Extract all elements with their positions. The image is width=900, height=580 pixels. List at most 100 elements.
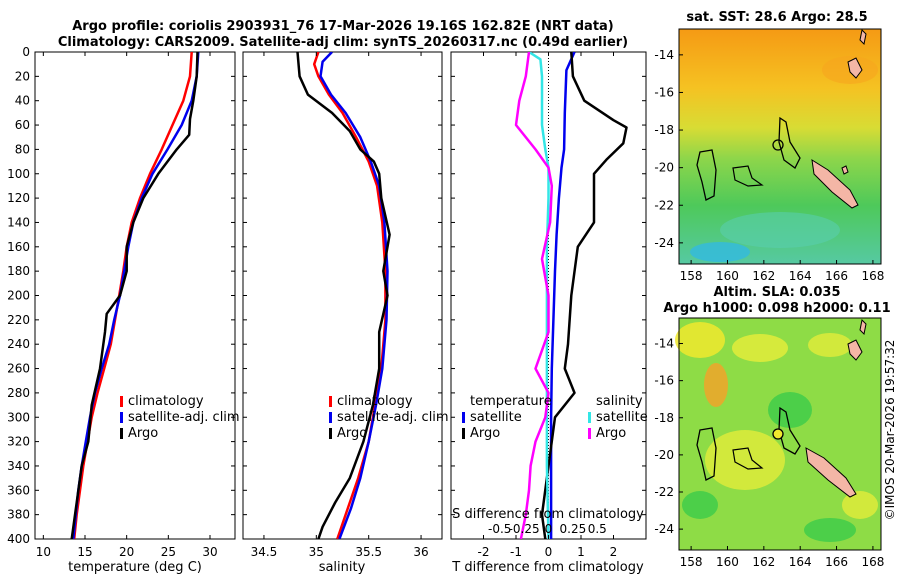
depth-tick-label: 20 bbox=[15, 69, 30, 83]
title-line-2: Climatology: CARS2009. Satellite-adj cli… bbox=[58, 35, 628, 50]
depth-axis: 0 20 40 60 80 100 120 140 160 180 200 220 240 260 280 3… bbox=[7, 45, 646, 546]
reef-outline-bellona bbox=[732, 165, 764, 187]
s-diff-tick-label: 0.25 bbox=[560, 522, 587, 536]
series-line-s-satellite bbox=[528, 52, 550, 539]
x-tick-label: 34.5 bbox=[251, 545, 278, 559]
legend-swatch-s-argo bbox=[588, 428, 591, 439]
map-y-tick-label: -18 bbox=[654, 411, 674, 425]
x-tick-label: -2 bbox=[478, 545, 490, 559]
sla-map-ticks: -14 -16 -18 -20 -22 -24 158 160 162 164 166 168 bbox=[654, 337, 884, 569]
x-tick-label: -1 bbox=[510, 545, 522, 559]
sst-map-title: sat. SST: 28.6 Argo: 28.5 bbox=[686, 10, 867, 25]
series-line-climatology bbox=[312, 52, 387, 539]
sla-map bbox=[675, 317, 882, 551]
series-line-t-satellite bbox=[549, 52, 576, 539]
legend-swatch-climatology bbox=[120, 396, 123, 407]
x-tick-label: 15 bbox=[77, 545, 92, 559]
legend-swatch-satellite bbox=[329, 412, 332, 423]
depth-tick-label: 400 bbox=[7, 532, 30, 546]
legend-label-t-argo: Argo bbox=[470, 426, 500, 441]
series-line-t-argo bbox=[540, 52, 628, 539]
sla-high-patch-5 bbox=[842, 491, 878, 519]
x-tick-label: 36 bbox=[413, 545, 428, 559]
land-vanuatu bbox=[847, 57, 863, 79]
depth-tick-label: 360 bbox=[7, 483, 30, 497]
map-y-tick-label: -14 bbox=[654, 48, 674, 62]
series-line-satellite-adj-clim bbox=[319, 52, 389, 539]
map-y-tick-label: -20 bbox=[654, 161, 674, 175]
temperature-axes-frame bbox=[34, 51, 236, 540]
title-line-1: Argo profile: coriolis 2903931_76 17-Mar… bbox=[72, 19, 614, 34]
depth-tick-label: 120 bbox=[7, 191, 30, 205]
s-diff-tick-label: 0.5 bbox=[588, 522, 607, 536]
sla-low-patch bbox=[768, 392, 812, 428]
sst-map bbox=[678, 28, 882, 265]
depth-tick-label: 320 bbox=[7, 435, 30, 449]
sla-map-title-2: Argo h1000: 0.098 h2000: 0.11 bbox=[663, 301, 890, 316]
tick-layer: 10 15 20 25 30 34.5 35 35.5 36 -2 -1 0 1 2-0.5-0.25 0 0… bbox=[36, 52, 618, 559]
depth-tick-label: 220 bbox=[7, 313, 30, 327]
s-diff-tick-label: -0.5 bbox=[488, 522, 511, 536]
map-y-tick-label: -18 bbox=[654, 123, 674, 137]
legend-label-satellite: satellite-adj. clim bbox=[337, 410, 449, 425]
map-y-tick-label: -20 bbox=[654, 448, 674, 462]
map-x-tick-label: 160 bbox=[716, 269, 739, 283]
reef-outline-north bbox=[778, 116, 801, 169]
legend-swatch-satellite bbox=[120, 412, 123, 423]
x-tick-label: 20 bbox=[119, 545, 134, 559]
sla-low-patch-2 bbox=[682, 491, 718, 519]
map-x-tick-label: 168 bbox=[861, 269, 884, 283]
map-y-tick-label: -22 bbox=[654, 485, 674, 499]
depth-tick-label: 200 bbox=[7, 289, 30, 303]
x-tick-label: 30 bbox=[202, 545, 217, 559]
x-tick-label: 35.5 bbox=[355, 545, 382, 559]
depth-tick-label: 340 bbox=[7, 459, 30, 473]
sst-map-ticks: -14 -16 -18 -20 -22 -24 158 160 162 164 166 168 bbox=[654, 48, 884, 283]
legend-swatch-t-satellite bbox=[462, 412, 465, 423]
map-y-tick-label: -24 bbox=[654, 522, 674, 536]
sla-high-patch-4 bbox=[705, 430, 785, 490]
depth-tick-label: 60 bbox=[15, 118, 30, 132]
sst-cold-patch bbox=[690, 242, 750, 262]
depth-tick-label: 280 bbox=[7, 386, 30, 400]
sla-high-patch bbox=[675, 322, 725, 358]
legend-swatch-argo bbox=[329, 428, 332, 439]
salinity-plot bbox=[296, 52, 391, 539]
x-tick-label: 35 bbox=[309, 545, 324, 559]
argo-position-marker bbox=[772, 139, 784, 151]
depth-tick-label: 0 bbox=[22, 45, 30, 59]
legend-label-s-argo: Argo bbox=[596, 426, 626, 441]
depth-tick-label: 300 bbox=[7, 410, 30, 424]
x-tick-label: 2 bbox=[610, 545, 618, 559]
series-line-argo bbox=[70, 52, 199, 539]
legend-title-temperature: temperature bbox=[470, 394, 552, 409]
temperature-legend: climatology satellite-adj. clim Argo bbox=[120, 394, 240, 441]
s-diff-tick-label: -0.25 bbox=[509, 522, 540, 536]
sla-map-title-1: Altim. SLA: 0.035 bbox=[714, 285, 841, 300]
map-y-tick-label: -16 bbox=[654, 374, 674, 388]
reef-outline-chesterfield bbox=[696, 149, 717, 201]
sla-high-patch-2 bbox=[732, 334, 788, 362]
legend-title-salinity: salinity bbox=[596, 394, 643, 409]
salinity-xlabel: salinity bbox=[319, 560, 366, 575]
legend-swatch-s-satellite bbox=[588, 412, 591, 423]
legend-label-s-satellite: satellite bbox=[596, 410, 648, 425]
sla-peak-patch bbox=[704, 363, 728, 407]
land-new-caledonia bbox=[805, 447, 857, 498]
legend-label-climatology: climatology bbox=[337, 394, 413, 409]
map-x-tick-label: 160 bbox=[716, 555, 739, 569]
land-islet bbox=[859, 318, 867, 336]
s-diff-tick-label: 0 bbox=[545, 522, 553, 536]
difference-xlabel: T difference from climatology bbox=[451, 560, 644, 575]
salinity-legend: climatology satellite-adj. clim Argo bbox=[329, 394, 449, 441]
map-x-tick-label: 162 bbox=[752, 269, 775, 283]
map-x-tick-label: 166 bbox=[825, 555, 848, 569]
legend-label-t-satellite: satellite bbox=[470, 410, 522, 425]
depth-tick-label: 180 bbox=[7, 264, 30, 278]
depth-tick-label: 80 bbox=[15, 142, 30, 156]
land-vanuatu bbox=[847, 339, 863, 361]
temperature-plot bbox=[70, 52, 200, 539]
imos-credit: ©IMOS 20-Mar-2026 19:57:32 bbox=[883, 340, 897, 521]
difference-legend: temperature satellite Argo salinity sate… bbox=[462, 394, 648, 441]
map-x-tick-label: 166 bbox=[825, 269, 848, 283]
